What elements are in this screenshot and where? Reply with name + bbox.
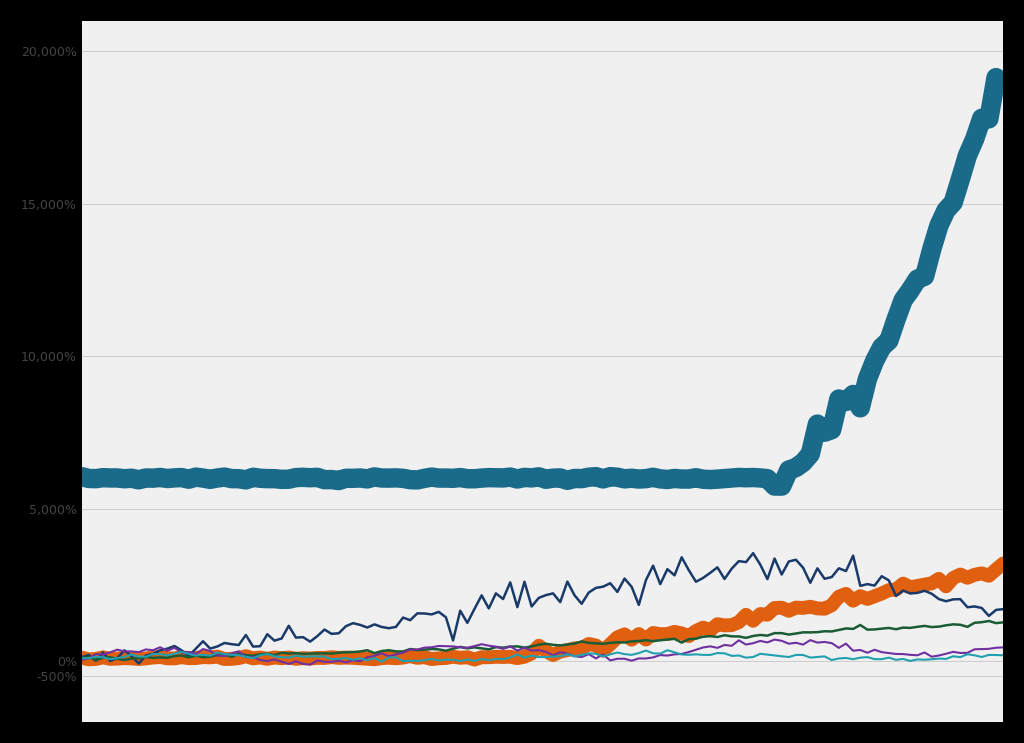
Dominant Teal	[683, 475, 695, 484]
Purple	[475, 640, 487, 649]
Green	[761, 631, 773, 640]
Green	[997, 618, 1010, 627]
Dominant Teal	[775, 481, 787, 490]
Dark Blue	[997, 605, 1010, 614]
Dominant Teal	[326, 475, 338, 484]
Dark Blue	[76, 653, 88, 662]
Green	[76, 653, 88, 662]
Orange	[468, 655, 480, 664]
Green	[804, 628, 816, 637]
Cyan	[662, 646, 674, 655]
Cyan	[811, 652, 823, 661]
Line: Green: Green	[82, 621, 1004, 661]
Dominant Teal	[468, 474, 480, 483]
Purple	[690, 646, 702, 655]
Dark Blue	[811, 564, 823, 573]
Purple	[304, 660, 316, 669]
Orange	[804, 603, 816, 611]
Dark Blue	[333, 629, 345, 637]
Green	[333, 648, 345, 657]
Cyan	[76, 654, 88, 663]
Line: Dominant Teal: Dominant Teal	[82, 77, 1004, 486]
Dark Blue	[690, 577, 702, 586]
Green	[561, 640, 573, 649]
Purple	[333, 656, 345, 665]
Cyan	[768, 651, 780, 660]
Purple	[811, 638, 823, 647]
Orange	[326, 652, 338, 661]
Green	[475, 644, 487, 653]
Line: Dark Blue: Dark Blue	[82, 554, 1004, 663]
Cyan	[326, 655, 338, 663]
Purple	[997, 643, 1010, 652]
Dominant Teal	[997, 80, 1010, 88]
Purple	[76, 655, 88, 664]
Orange	[561, 646, 573, 655]
Dark Blue	[746, 549, 759, 558]
Dominant Teal	[754, 473, 766, 482]
Orange	[76, 653, 88, 662]
Green	[90, 656, 102, 665]
Orange	[690, 626, 702, 635]
Purple	[561, 649, 573, 658]
Dark Blue	[561, 577, 573, 586]
Cyan	[561, 650, 573, 659]
Dominant Teal	[554, 473, 566, 482]
Dark Blue	[132, 659, 144, 668]
Orange	[761, 610, 773, 619]
Dominant Teal	[990, 73, 1002, 82]
Orange	[997, 559, 1010, 568]
Cyan	[475, 655, 487, 663]
Purple	[768, 635, 780, 644]
Line: Cyan: Cyan	[82, 650, 1004, 662]
Line: Purple: Purple	[82, 640, 1004, 664]
Orange	[475, 653, 487, 662]
Green	[690, 635, 702, 643]
Dominant Teal	[76, 472, 88, 481]
Green	[983, 617, 995, 626]
Line: Orange: Orange	[82, 563, 1004, 660]
Dominant Teal	[804, 450, 816, 458]
Cyan	[697, 650, 710, 659]
Cyan	[997, 651, 1010, 660]
Dark Blue	[475, 591, 487, 600]
Dark Blue	[768, 554, 780, 563]
Cyan	[376, 658, 388, 666]
Purple	[761, 638, 773, 647]
